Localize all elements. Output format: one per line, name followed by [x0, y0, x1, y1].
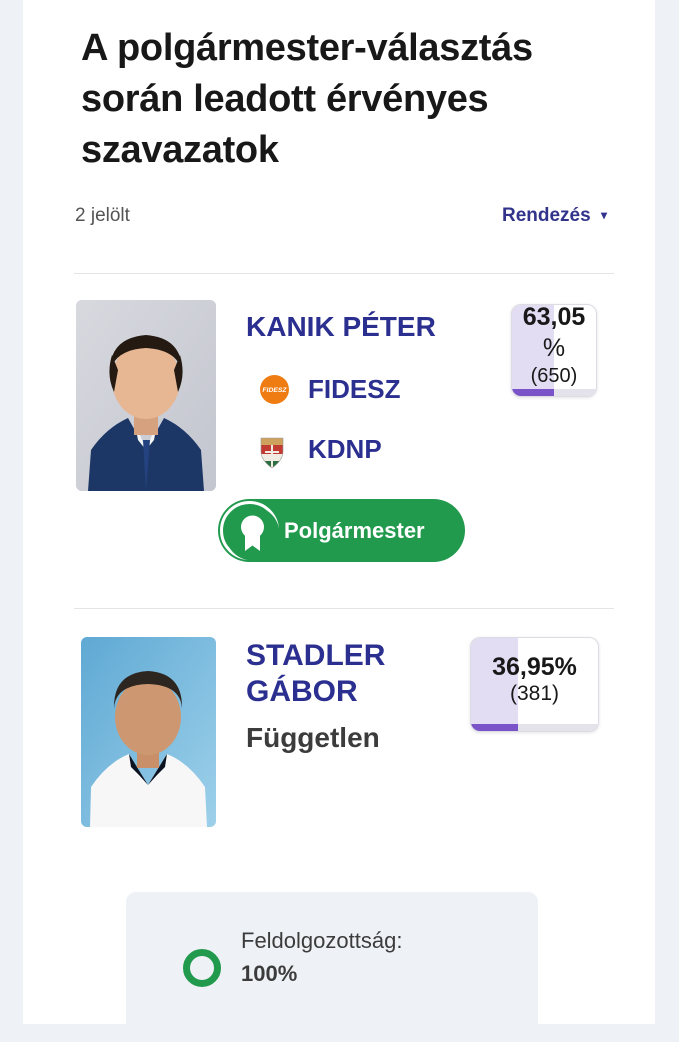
svg-text:FIDESZ: FIDESZ — [262, 387, 287, 394]
